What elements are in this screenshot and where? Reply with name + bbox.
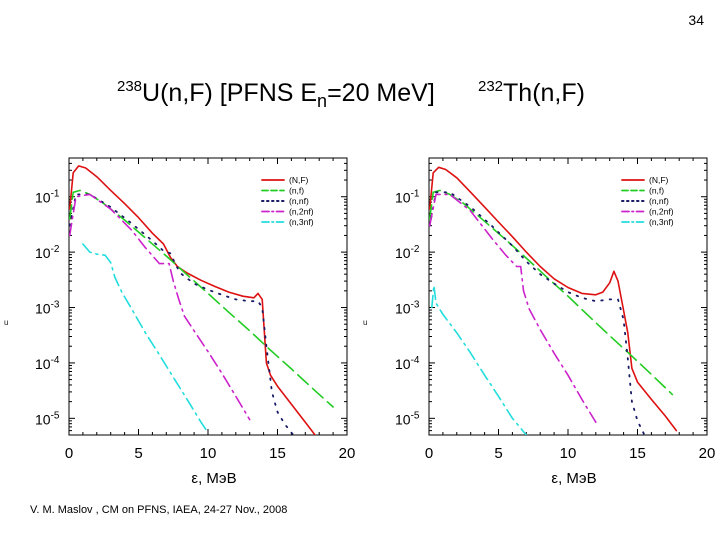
x-tick-label: 10 xyxy=(560,445,577,462)
legend-label: (n,nf) xyxy=(649,196,669,206)
y-tick-label: 10-3 xyxy=(35,300,60,317)
series-line-n2nf xyxy=(429,193,597,423)
series-line-n2nf xyxy=(69,193,251,421)
legend-label: (n,2nf) xyxy=(649,207,674,217)
series-line-nf xyxy=(69,165,317,435)
y-tick-label: 10-2 xyxy=(395,244,420,261)
y-tick-label: 10-5 xyxy=(35,410,60,427)
x-tick-label: 0 xyxy=(425,445,433,462)
legend-label: (n,3nf) xyxy=(649,217,674,227)
left-mass-number: 238 xyxy=(117,78,143,95)
energy-text: =20 MeV] xyxy=(327,79,435,107)
x-axis-label: ε, MэВ xyxy=(191,470,236,487)
right-reaction: Th(n,F) xyxy=(503,79,585,107)
series-line-n3nf xyxy=(82,243,209,434)
legend-label: (n,2nf) xyxy=(289,207,314,217)
x-tick-label: 5 xyxy=(494,445,502,462)
left-title: 238U(n,F) [PFNS En=20 MeV] xyxy=(117,78,435,112)
series-group xyxy=(429,166,678,435)
footer-credit: V. M. Maslov , CM on PFNS, IAEA, 24-27 N… xyxy=(30,504,288,516)
page-number: 34 xyxy=(688,12,704,28)
y-tick-label: 10-2 xyxy=(35,244,60,261)
y-tick-label: 10-1 xyxy=(395,189,420,206)
legend-label: (N,F) xyxy=(649,175,669,185)
left-reaction: U(n,F) [PFNS E xyxy=(142,79,318,107)
x-tick-label: 20 xyxy=(699,445,716,462)
y-tick-label: 10-3 xyxy=(395,300,420,317)
series-group xyxy=(69,165,334,435)
legend-label: (n,nf) xyxy=(289,196,309,206)
middle-edge-mark: u xyxy=(363,318,368,327)
x-tick-label: 0 xyxy=(65,445,73,462)
legend-label: (n,f) xyxy=(649,186,664,196)
series-line-nf xyxy=(429,189,674,396)
y-tick-label: 10-1 xyxy=(35,189,60,206)
right-mass-number: 232 xyxy=(478,78,504,95)
x-axis-label: ε, MэВ xyxy=(551,470,596,487)
x-tick-label: 15 xyxy=(269,445,286,462)
y-tick-label: 10-4 xyxy=(35,355,60,372)
series-line-n3nf xyxy=(431,284,528,435)
legend-label: (N,F) xyxy=(289,175,309,185)
series-line-nnf xyxy=(429,191,646,435)
y-tick-label: 10-5 xyxy=(395,410,420,427)
neutron-subscript: n xyxy=(317,91,328,111)
right-title: 232Th(n,F) xyxy=(478,78,585,108)
x-tick-label: 5 xyxy=(134,445,142,462)
series-line-nf xyxy=(429,166,678,432)
legend-label: (n,3nf) xyxy=(289,217,314,227)
y-tick-label: 10-4 xyxy=(395,355,420,372)
x-tick-label: 10 xyxy=(200,445,217,462)
x-tick-label: 20 xyxy=(339,445,356,462)
legend-label: (n,f) xyxy=(289,186,304,196)
x-tick-label: 15 xyxy=(629,445,646,462)
left-edge-mark: u xyxy=(4,318,9,327)
